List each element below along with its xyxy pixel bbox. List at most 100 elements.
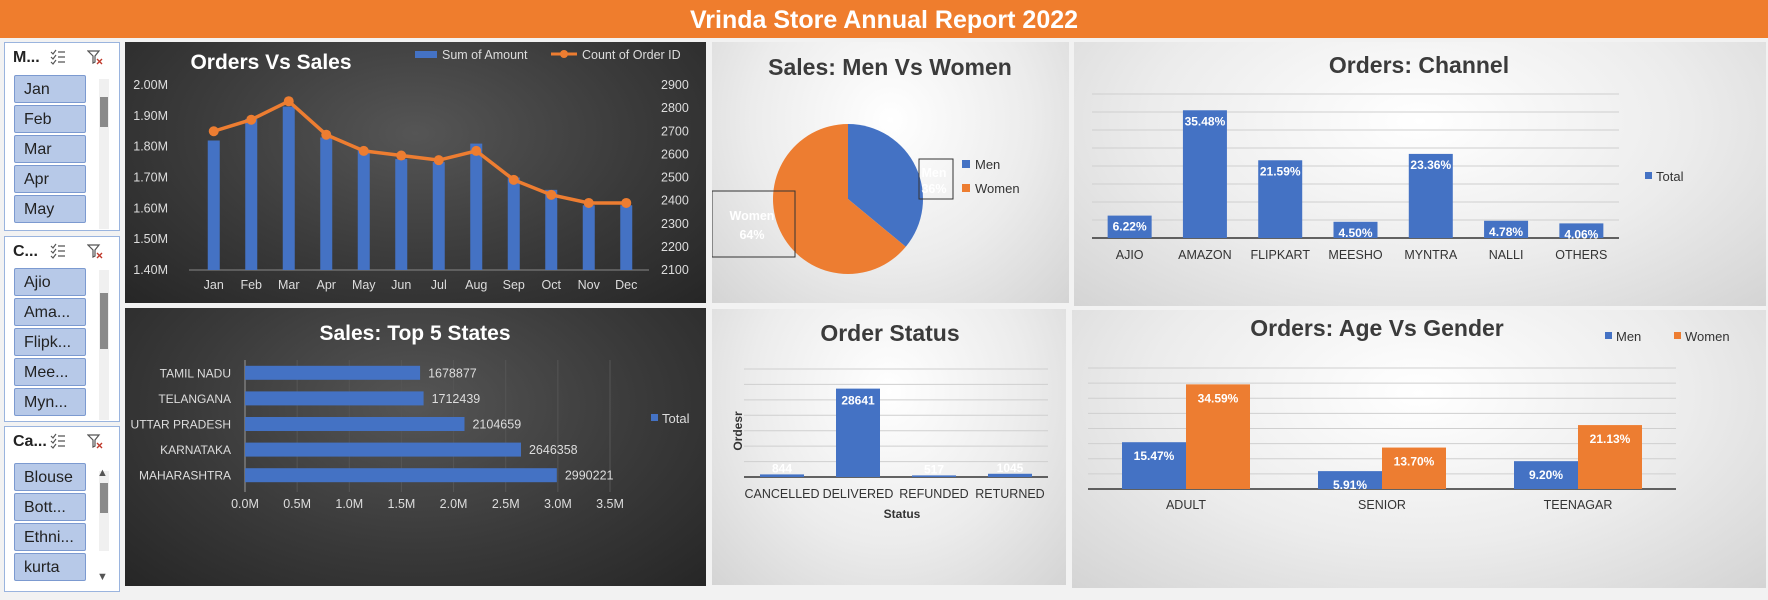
- slicer-item[interactable]: Jan: [14, 75, 86, 103]
- data-label: 34.59%: [1198, 391, 1239, 405]
- data-label: 21.59%: [1260, 164, 1301, 178]
- bar-channel: [1182, 110, 1227, 238]
- slicer-item[interactable]: Mar: [14, 135, 86, 163]
- point-orders: [321, 129, 332, 140]
- slicer-item[interactable]: Ajio: [14, 268, 86, 296]
- bar-amount: [320, 137, 333, 270]
- x-tick: May: [352, 278, 376, 292]
- data-label-box-men: [918, 158, 954, 200]
- slicer-item[interactable]: Flipk...: [14, 328, 86, 356]
- slicer-item[interactable]: Feb: [14, 105, 86, 133]
- y-right-tick: 2400: [661, 194, 689, 208]
- legend-label-men: Men: [975, 157, 1000, 172]
- scroll-down-icon[interactable]: ▼: [97, 571, 108, 583]
- legend-label-women: Women: [1685, 329, 1730, 344]
- data-label: 4.50%: [1338, 226, 1372, 240]
- bar-channel: [1258, 160, 1303, 238]
- clear-filter-icon[interactable]: [86, 243, 103, 259]
- data-label: 13.70%: [1394, 455, 1435, 469]
- x-tick: DELIVERED: [823, 487, 894, 501]
- y-tick: KARNATAKA: [160, 443, 231, 457]
- slicer-item[interactable]: Bott...: [14, 493, 86, 521]
- point-orders: [433, 155, 444, 166]
- bar-women: [1186, 384, 1250, 489]
- scrollbar-thumb[interactable]: [100, 483, 108, 513]
- slicer-item[interactable]: Apr: [14, 165, 86, 193]
- slicer-scrollbar[interactable]: [99, 270, 109, 420]
- orders-vs-sales-panel: Orders Vs Sales Sum of Amount Count of Ord…: [125, 42, 706, 303]
- slicer-scrollbar[interactable]: [99, 79, 109, 229]
- legend-label-men: Men: [1616, 329, 1641, 344]
- x-tick: TEENAGAR: [1544, 498, 1613, 512]
- top-states-panel: Sales: Top 5 States 0.0M 0.5M 1.0M 1.5M 2.0M 2…: [125, 308, 706, 586]
- x-tick: AMAZON: [1178, 248, 1231, 262]
- y-right-tick: 2500: [661, 171, 689, 185]
- clear-filter-icon[interactable]: [86, 49, 103, 65]
- x-tick: SENIOR: [1358, 498, 1406, 512]
- bar-status: [988, 473, 1032, 477]
- slicer-1: M... Jan Feb Mar Apr May: [4, 42, 120, 231]
- data-label: 21.13%: [1590, 432, 1631, 446]
- bar-amount: [245, 118, 258, 271]
- bar-channel: [1484, 220, 1529, 238]
- bar-amount: [282, 106, 295, 270]
- slicer-title: C...: [13, 243, 38, 260]
- x-tick: AJIO: [1116, 248, 1144, 262]
- scroll-up-icon[interactable]: ▲: [97, 467, 108, 479]
- data-label-women: Women: [730, 209, 775, 223]
- x-tick: 1.5M: [388, 497, 416, 511]
- slicer-3: Ca... Blouse Bott... Ethni... kurta ▲ ▼: [4, 426, 120, 592]
- slicer-header: C...: [5, 237, 119, 265]
- slicer-item[interactable]: May: [14, 195, 86, 223]
- x-tick: Jun: [391, 278, 411, 292]
- x-tick: Apr: [317, 278, 336, 292]
- scrollbar-thumb[interactable]: [100, 97, 108, 127]
- legend-label-women: Women: [975, 181, 1020, 196]
- clear-filter-icon[interactable]: [86, 433, 103, 449]
- legend-swatch-amount: [415, 51, 437, 58]
- legend-swatch-men: [1605, 332, 1612, 339]
- report-title: Vrinda Store Annual Report 2022: [0, 0, 1768, 38]
- bar-amount: [357, 149, 370, 270]
- slicer-item[interactable]: Myn...: [14, 388, 86, 416]
- bar-state: [245, 417, 465, 431]
- slicer-2: C... Ajio Ama... Flipk... Mee... Myn...: [4, 236, 120, 422]
- x-tick: MEESHO: [1328, 248, 1382, 262]
- chart-title: Orders: Age Vs Gender: [1250, 315, 1504, 341]
- legend-swatch-men: [962, 160, 970, 168]
- y-right-tick: 2300: [661, 217, 689, 231]
- slicer-item[interactable]: Ama...: [14, 298, 86, 326]
- x-tick: FLIPKART: [1250, 248, 1310, 262]
- slicer-item[interactable]: Ethni...: [14, 523, 86, 551]
- order-status-chart: Order Status 844 CANCELLED 28641 DELIVERED 51…: [731, 320, 1048, 521]
- y-left-tick: 1.80M: [133, 140, 168, 154]
- x-tick: 1.0M: [335, 497, 363, 511]
- slicer-item[interactable]: Blouse: [14, 463, 86, 491]
- multi-select-icon[interactable]: [50, 433, 66, 449]
- x-tick: Jul: [431, 278, 447, 292]
- x-tick: Nov: [578, 278, 601, 292]
- chart-title: Orders Vs Sales: [190, 51, 351, 74]
- point-orders: [621, 197, 632, 208]
- data-label: 28641: [841, 394, 875, 408]
- x-tick: 3.5M: [596, 497, 624, 511]
- y-tick: TAMIL NADU: [160, 366, 231, 380]
- legend-label-orders: Count of Order ID: [582, 48, 681, 62]
- data-label: 15.47%: [1134, 449, 1175, 463]
- bar-status: [760, 474, 804, 477]
- slicer-scrollbar[interactable]: [99, 471, 109, 551]
- bar-state: [245, 365, 421, 380]
- slicer-item[interactable]: Mee...: [14, 358, 86, 386]
- age-gender-chart: Orders: Age Vs Gender Men Women 15.47% 34.59…: [1088, 315, 1730, 512]
- x-tick: Dec: [615, 278, 637, 292]
- y-tick: MAHARASHTRA: [139, 469, 231, 483]
- y-tick: UTTAR PRADESH: [131, 418, 231, 432]
- legend-label-total: Total: [1656, 169, 1684, 184]
- slicer-item[interactable]: kurta: [14, 553, 86, 581]
- bar-women: [1578, 425, 1642, 489]
- x-tick: 3.0M: [544, 497, 572, 511]
- multi-select-icon[interactable]: [50, 243, 66, 259]
- scrollbar-thumb[interactable]: [100, 293, 108, 349]
- multi-select-icon[interactable]: [50, 49, 66, 65]
- data-label-men-pct: 36%: [921, 182, 946, 196]
